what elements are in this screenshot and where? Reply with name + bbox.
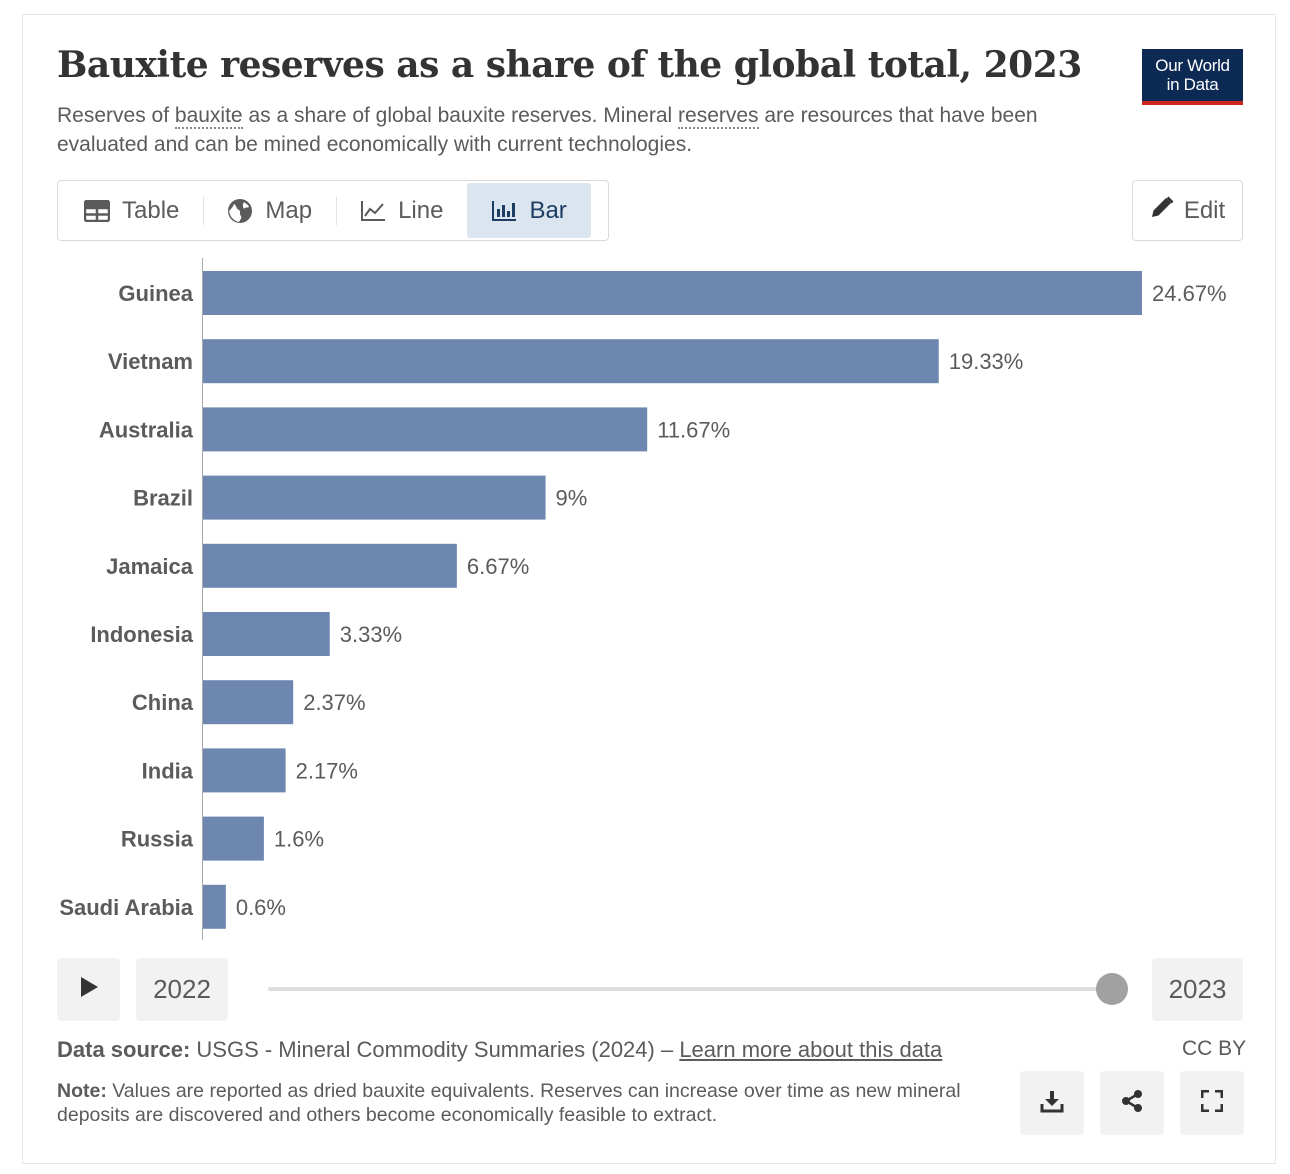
source-text: USGS - Mineral Commodity Summaries (2024… [190, 1037, 680, 1062]
tab-label: Line [398, 196, 444, 224]
category-label: Jamaica [106, 554, 194, 579]
value-label: 6.67% [467, 554, 529, 579]
category-label: Brazil [133, 486, 193, 511]
subtitle-text: Reserves of [57, 104, 175, 127]
bar-row[interactable]: Brazil 9% [133, 475, 588, 520]
tab-label: Bar [529, 196, 567, 224]
note-text: Values are reported as dried bauxite equ… [57, 1080, 961, 1126]
play-button[interactable] [57, 958, 120, 1021]
value-label: 24.67% [1152, 281, 1227, 306]
note-label: Note: [57, 1080, 107, 1102]
bar-row[interactable]: Indonesia 3.33% [90, 612, 402, 656]
source-label: Data source: [57, 1037, 191, 1062]
bar-chart: Guinea 24.67% Vietnam 19.33% Australia 11.67%… [59, 258, 1227, 940]
value-label: 9% [556, 486, 588, 511]
learn-more-link[interactable]: Learn more about this data [679, 1037, 943, 1062]
timeline-slider-handle[interactable] [1096, 973, 1128, 1005]
fullscreen-button[interactable] [1180, 1071, 1244, 1135]
chart-card [22, 14, 1276, 1164]
chart-note: Note: Values are reported as dried bauxi… [57, 1079, 997, 1127]
chart-subtitle: Reserves of bauxite as a share of global… [57, 101, 1057, 159]
share-icon [1120, 1089, 1144, 1118]
timeline-slider-track[interactable] [268, 987, 1112, 991]
bar[interactable] [203, 748, 286, 793]
logo-line: in Data [1166, 75, 1219, 94]
download-button[interactable] [1020, 1071, 1084, 1135]
chart-title: Bauxite reserves as a share of the globa… [57, 44, 1082, 86]
edit-button[interactable]: Edit [1132, 180, 1243, 241]
bar[interactable] [203, 884, 226, 929]
category-label: Vietnam [108, 349, 193, 374]
category-label: Guinea [118, 281, 193, 306]
bar[interactable] [203, 475, 546, 520]
license-label[interactable]: CC BY [1182, 1037, 1247, 1060]
end-year-label: 2023 [1168, 974, 1227, 1004]
edit-label: Edit [1183, 196, 1226, 224]
bar[interactable] [203, 543, 457, 588]
timeline-end-year[interactable]: 2023 [1152, 958, 1243, 1021]
bar-row[interactable]: Saudi Arabia 0.6% [59, 884, 286, 929]
category-label: India [142, 758, 194, 783]
bar-row[interactable]: Jamaica 6.67% [106, 543, 529, 588]
value-label: 1.6% [274, 827, 324, 852]
owid-logo[interactable]: Our World in Data [1142, 49, 1243, 105]
category-label: Saudi Arabia [59, 895, 193, 920]
category-label: China [132, 690, 194, 715]
bar[interactable] [203, 339, 939, 384]
value-label: 0.6% [236, 895, 286, 920]
bar-row[interactable]: Russia 1.6% [121, 816, 324, 861]
tab-bar[interactable]: Bar [467, 183, 591, 238]
expand-icon [1200, 1089, 1224, 1117]
value-label: 2.37% [303, 690, 365, 715]
bar-row[interactable]: India 2.17% [142, 748, 358, 793]
category-label: Australia [99, 417, 194, 442]
bar[interactable] [203, 816, 264, 861]
start-year-label: 2022 [153, 974, 211, 1004]
timeline-start-year[interactable]: 2022 [136, 958, 228, 1021]
logo-line: Our World [1155, 56, 1230, 75]
bauxite-definition-link[interactable]: bauxite [174, 104, 243, 129]
line-chart-icon [360, 200, 386, 222]
tab-map[interactable]: Map [203, 183, 336, 238]
play-icon [79, 976, 99, 1003]
value-label: 3.33% [340, 622, 402, 647]
bar[interactable] [203, 680, 294, 725]
share-button[interactable] [1100, 1071, 1164, 1135]
chart-tab-bar: Table Map Line Bar [57, 180, 609, 241]
table-icon [84, 199, 110, 222]
value-label: 2.17% [296, 758, 358, 783]
bar-row[interactable]: Vietnam 19.33% [108, 339, 1024, 384]
pencil-icon [1150, 195, 1174, 226]
bar[interactable] [203, 407, 648, 452]
data-source: Data source: USGS - Mineral Commodity Su… [57, 1037, 942, 1063]
subtitle-text: are resources that have been evaluated a… [57, 104, 1038, 156]
subtitle-text: as a share of global bauxite reserves. M… [242, 104, 679, 127]
category-label: Russia [121, 827, 194, 852]
bar-row[interactable]: China 2.37% [132, 680, 366, 725]
tab-table[interactable]: Table [60, 183, 203, 238]
bar[interactable] [203, 612, 330, 656]
bar-row[interactable]: Guinea 24.67% [118, 271, 1227, 315]
bar[interactable] [203, 271, 1142, 315]
value-label: 11.67% [657, 417, 730, 442]
globe-icon [227, 198, 253, 224]
bar-row[interactable]: Australia 11.67% [99, 407, 730, 452]
tab-label: Table [122, 196, 180, 224]
tab-line[interactable]: Line [336, 183, 467, 238]
tab-label: Map [265, 196, 313, 224]
download-icon [1040, 1089, 1064, 1118]
reserves-definition-link[interactable]: reserves [678, 104, 759, 129]
category-label: Indonesia [90, 622, 193, 647]
value-label: 19.33% [949, 349, 1024, 374]
bar-chart-icon [491, 200, 517, 222]
